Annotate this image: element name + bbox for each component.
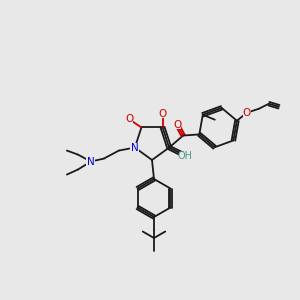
Text: O: O	[243, 108, 251, 118]
Bar	[159, 110, 167, 118]
Bar	[173, 121, 181, 129]
Bar	[86, 157, 95, 166]
Bar	[243, 109, 251, 117]
Bar	[179, 152, 191, 160]
Bar	[125, 116, 134, 123]
Text: O: O	[158, 110, 167, 119]
Text: O: O	[173, 120, 181, 130]
Text: O: O	[125, 114, 134, 124]
Text: OH: OH	[178, 151, 193, 160]
Bar	[130, 143, 140, 152]
Text: N: N	[87, 157, 95, 166]
Text: N: N	[131, 142, 139, 153]
